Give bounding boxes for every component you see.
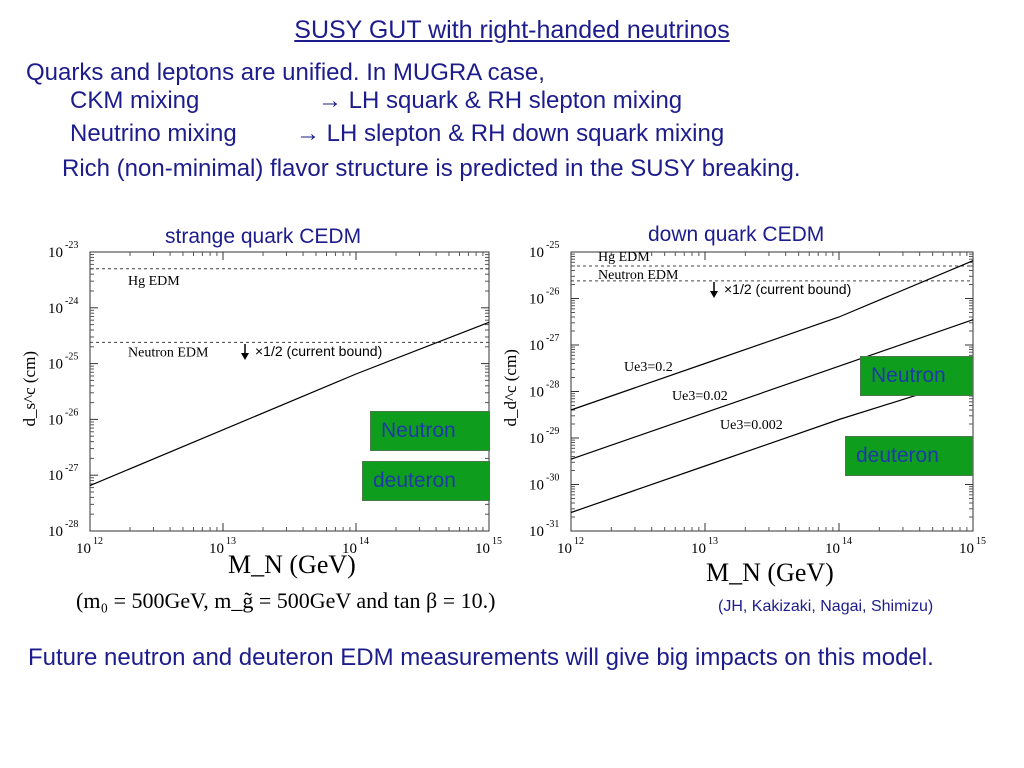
series-line-0 xyxy=(89,321,490,487)
y-tick-exponent: -25 xyxy=(65,352,78,363)
series-label-2: Ue3=0.002 xyxy=(720,418,783,433)
x-tick-exponent: 14 xyxy=(359,536,369,547)
y-axis-label: d_d^c (cm) xyxy=(501,349,520,426)
y-tick-label: 10 xyxy=(529,524,544,540)
left-x-axis-title: M_N (GeV) xyxy=(228,550,356,579)
x-tick-exponent: 14 xyxy=(842,536,852,547)
series-label-1: Ue3=0.02 xyxy=(672,389,728,404)
x-tick-exponent: 12 xyxy=(574,536,584,547)
x-tick-label: 10 xyxy=(959,541,974,557)
neutrino-mixing-result: → LH slepton & RH down squark mixing xyxy=(296,120,725,147)
reference-label-1: Neutron EDM xyxy=(128,345,209,360)
rich-flavor-line: Rich (non-minimal) flavor structure is p… xyxy=(62,155,801,182)
x-tick-label: 10 xyxy=(342,541,357,557)
x-tick-exponent: 13 xyxy=(708,536,718,547)
down-arrow-icon xyxy=(710,291,718,298)
x-tick-exponent: 15 xyxy=(976,536,986,547)
left-neutron-box: Neutron xyxy=(370,411,490,451)
right-neutron-box: Neutron xyxy=(860,356,973,396)
reference-label-1: Neutron EDM xyxy=(598,268,679,283)
reference-label-0: Hg EDM xyxy=(128,274,180,289)
ckm-mixing-label: CKM mixing xyxy=(70,87,200,114)
y-tick-exponent: -26 xyxy=(546,287,559,298)
y-tick-label: 10 xyxy=(529,478,544,494)
y-tick-label: 10 xyxy=(529,292,544,308)
y-tick-exponent: -26 xyxy=(65,407,78,418)
y-axis-label: d_s^c (cm) xyxy=(20,351,39,426)
parameter-formula: (m₀ = 500GeV, m_g̃ = 500GeV and tan β = … xyxy=(76,588,496,613)
footer-text: Future neutron and deuteron EDM measurem… xyxy=(28,644,934,671)
y-tick-exponent: -29 xyxy=(546,426,559,437)
slide-title: SUSY GUT with right-handed neutrinos xyxy=(294,16,730,44)
y-tick-label: 10 xyxy=(48,357,63,373)
right-deuteron-box: deuteron xyxy=(845,436,973,476)
plot-frame xyxy=(89,251,490,532)
y-tick-label: 10 xyxy=(529,245,544,261)
series-line-2 xyxy=(570,376,974,514)
y-tick-label: 10 xyxy=(48,245,63,261)
x-tick-label: 10 xyxy=(691,541,706,557)
y-tick-label: 10 xyxy=(48,412,63,428)
bound-label: ×1/2 (current bound) xyxy=(255,343,382,359)
y-tick-exponent: -27 xyxy=(65,463,78,474)
reference-label-0: Hg EDM xyxy=(598,250,650,265)
series-line-1 xyxy=(570,319,974,460)
y-tick-exponent: -25 xyxy=(546,240,559,251)
right-plot-title: down quark CEDM xyxy=(648,223,825,246)
x-tick-label: 10 xyxy=(209,541,224,557)
x-tick-exponent: 12 xyxy=(93,536,103,547)
y-tick-exponent: -31 xyxy=(546,519,559,530)
series-label-0: Ue3=0.2 xyxy=(624,360,673,375)
y-tick-exponent: -24 xyxy=(65,296,78,307)
y-tick-exponent: -27 xyxy=(546,333,559,344)
y-tick-label: 10 xyxy=(529,431,544,447)
down-arrow-icon xyxy=(241,353,249,360)
y-tick-label: 10 xyxy=(529,385,544,401)
right-x-axis-title: M_N (GeV) xyxy=(706,558,834,587)
y-tick-label: 10 xyxy=(529,338,544,354)
x-tick-exponent: 15 xyxy=(492,536,502,547)
y-tick-label: 10 xyxy=(48,301,63,317)
series-line-0 xyxy=(570,260,974,411)
x-tick-label: 10 xyxy=(557,541,572,557)
x-tick-label: 10 xyxy=(825,541,840,557)
y-tick-exponent: -30 xyxy=(546,473,559,484)
neutrino-mixing-label: Neutrino mixing xyxy=(70,120,237,147)
y-tick-exponent: -28 xyxy=(65,519,78,530)
x-tick-label: 10 xyxy=(475,541,490,557)
y-tick-label: 10 xyxy=(48,468,63,484)
bound-label: ×1/2 (current bound) xyxy=(724,281,851,297)
x-tick-label: 10 xyxy=(76,541,91,557)
citation: (JH, Kakizaki, Nagai, Shimizu) xyxy=(718,598,934,615)
intro-line: Quarks and leptons are unified. In MUGRA… xyxy=(26,59,545,86)
ckm-mixing-result: → LH squark & RH slepton mixing xyxy=(318,87,683,114)
left-deuteron-box: deuteron xyxy=(362,461,490,501)
y-tick-exponent: -23 xyxy=(65,240,78,251)
x-tick-exponent: 13 xyxy=(226,536,236,547)
y-tick-exponent: -28 xyxy=(546,380,559,391)
y-tick-label: 10 xyxy=(48,524,63,540)
left-plot-title: strange quark CEDM xyxy=(165,225,362,248)
